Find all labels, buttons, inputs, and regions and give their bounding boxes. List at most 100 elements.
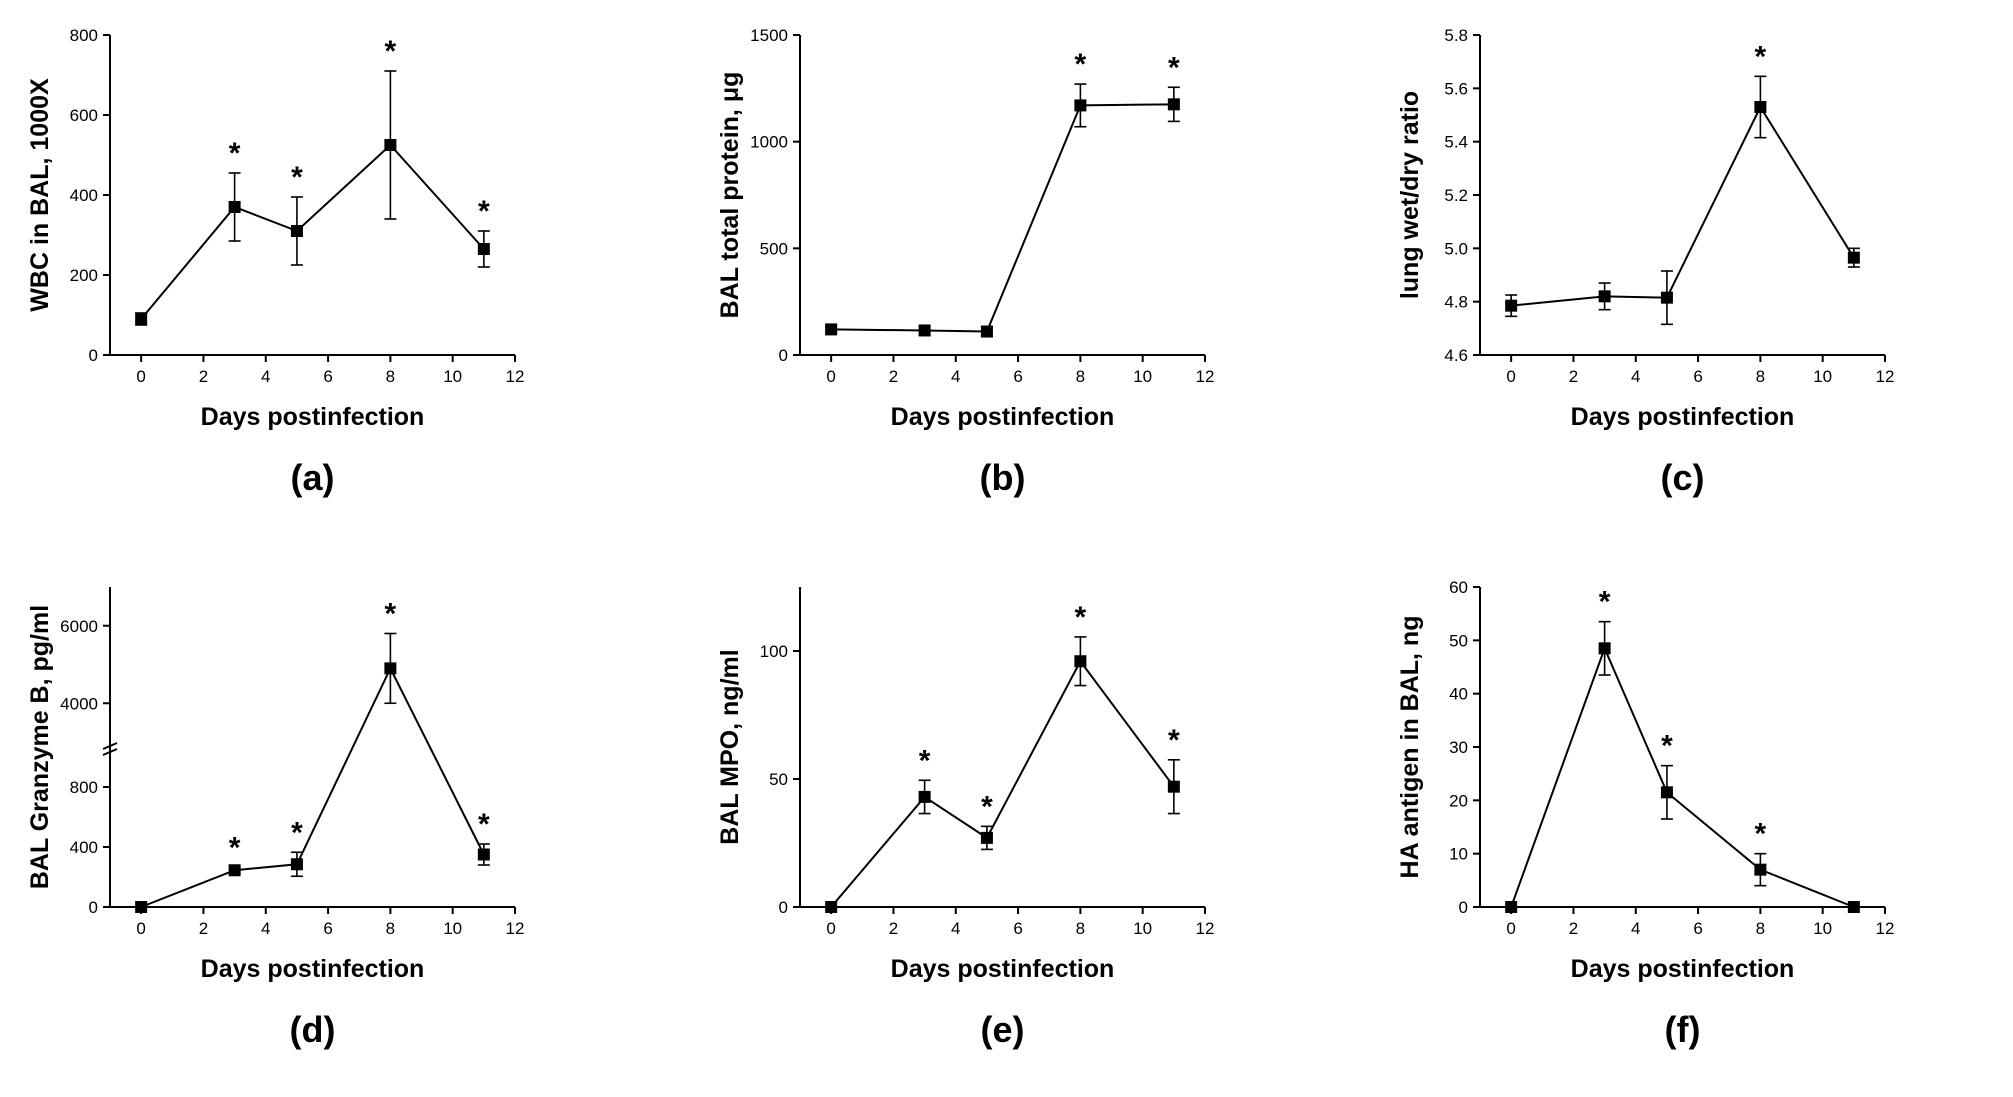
y-tick-label-c: 4.6 (1444, 346, 1468, 365)
significance-marker-e: * (981, 790, 993, 823)
data-point-b (918, 324, 931, 337)
y-tick-label-f: 30 (1449, 738, 1468, 757)
data-point-c (1754, 101, 1767, 113)
y-tick-label-f: 0 (1459, 898, 1468, 917)
data-point-e (980, 831, 993, 844)
chart-panel-f: 0 2 4 6 8 10 12 0 10 20 30 40 50 60 Days postinfection… (1370, 552, 2010, 1097)
chart-panel-c: 0 2 4 6 8 10 12 4.6 4.8 5.0 5.2 5.4 5.6 5.8 Days posti… (1370, 0, 2010, 545)
x-tick-label-a: 12 (506, 367, 525, 386)
y-tick-label-e: 50 (769, 770, 788, 789)
data-point-b (980, 325, 993, 338)
data-point-f (1754, 863, 1767, 876)
data-point-c (1660, 291, 1673, 304)
data-point-c (1505, 299, 1518, 312)
y-axis-label-a: WBC in BAL, 1000X (26, 78, 54, 312)
y-tick-label-e: 100 (760, 642, 788, 661)
x-axis-label-c: Days postinfection (1571, 403, 1795, 431)
x-tick-label-b: 2 (889, 367, 898, 386)
y-tick-label-d: 800 (70, 778, 98, 797)
x-tick-label-e: 2 (889, 919, 898, 938)
x-tick-label-f: 8 (1756, 919, 1765, 938)
significance-marker-b: * (1168, 51, 1180, 84)
y-tick-label-f: 20 (1449, 791, 1468, 810)
series-line-a (140, 143, 485, 320)
x-tick-label-a: 10 (443, 367, 462, 386)
significance-marker-a: * (229, 137, 241, 170)
y-tick-label-d: 4000 (60, 694, 98, 713)
y-tick-label-e: 0 (779, 898, 788, 917)
axis-break-mark-1 (102, 748, 118, 756)
y-tick-label-a: 400 (70, 186, 98, 205)
x-tick-label-e: 4 (951, 919, 960, 938)
y-tick-label-d: 0 (89, 898, 98, 917)
series-line-f (1510, 645, 1855, 908)
y-tick-label-a: 200 (70, 266, 98, 285)
x-tick-label-c: 12 (1876, 367, 1895, 386)
x-tick-label-b: 8 (1076, 367, 1085, 386)
chart-c: 0 2 4 6 8 10 12 4.6 4.8 5.0 5.2 5.4 5.6 5.8 Days posti… (1396, 26, 1895, 498)
x-tick-label-f: 12 (1876, 919, 1895, 938)
significance-marker-f: * (1755, 818, 1767, 851)
x-tick-label-c: 2 (1569, 367, 1578, 386)
data-point-f (1505, 901, 1518, 913)
x-tick-label-d: 10 (443, 919, 462, 938)
significance-marker-d: * (291, 816, 303, 849)
x-tick-label-a: 0 (136, 367, 145, 386)
data-point-b (1074, 99, 1087, 112)
y-tick-label-b: 0 (779, 346, 788, 365)
series-line-b (831, 103, 1174, 333)
y-tick-label-f: 60 (1449, 578, 1468, 597)
data-point-e (1167, 780, 1180, 793)
y-tick-label-c: 5.4 (1444, 133, 1468, 152)
x-axis-label-f: Days postinfection (1571, 955, 1795, 983)
x-tick-label-d: 2 (199, 919, 208, 938)
y-tick-label-b: 1000 (750, 133, 788, 152)
significance-marker-f: * (1599, 586, 1611, 619)
data-point-f (1660, 786, 1673, 799)
x-tick-label-b: 4 (951, 367, 960, 386)
panel-label-f: (f) (1665, 1009, 1701, 1050)
chart-b: 0 2 4 6 8 10 12 0 500 1000 1500 Days postinfection B… (716, 26, 1214, 498)
y-tick-label-f: 40 (1449, 685, 1468, 704)
y-axis-label-b: BAL total protein, μg (716, 72, 744, 319)
data-point-d (477, 848, 490, 861)
x-tick-label-f: 10 (1813, 919, 1832, 938)
x-tick-label-a: 2 (199, 367, 208, 386)
x-tick-label-f: 0 (1506, 919, 1515, 938)
data-point-e (918, 790, 931, 803)
series-line-e (830, 659, 1175, 908)
data-point-a (384, 139, 397, 151)
significance-marker-f: * (1661, 730, 1673, 763)
chart-panel-b: 0 2 4 6 8 10 12 0 500 1000 1500 Days postinfection B… (690, 0, 1330, 545)
x-tick-label-c: 6 (1693, 367, 1702, 386)
data-point-d (290, 858, 303, 871)
chart-e: 0 2 4 6 8 10 12 0 50 100 Days postinfection BAL MPO… (716, 587, 1215, 1050)
data-point-c (1598, 290, 1611, 303)
y-tick-label-a: 800 (70, 26, 98, 45)
significance-marker-d: * (385, 598, 397, 631)
x-tick-label-e: 12 (1196, 919, 1215, 938)
y-tick-label-d: 6000 (60, 617, 98, 636)
series-line-c (1511, 104, 1855, 307)
x-axis-label-d: Days postinfection (201, 955, 425, 983)
chart-panel-d: 0 2 4 6 8 10 12 0 400 800 4000 6000 Days postinfecti… (0, 552, 640, 1097)
y-tick-label-c: 5.6 (1444, 79, 1468, 98)
significance-marker-e: * (919, 744, 931, 777)
y-tick-label-f: 50 (1449, 631, 1468, 650)
panel-label-a: (a) (291, 457, 335, 498)
data-point-a (135, 313, 148, 325)
chart-a: 0 2 4 6 8 10 12 0 200 400 600 800 Days postinfection… (26, 26, 525, 498)
data-point-a (477, 243, 490, 255)
x-tick-label-a: 4 (261, 367, 270, 386)
x-tick-label-b: 10 (1133, 367, 1152, 386)
y-tick-label-c: 5.2 (1444, 186, 1468, 205)
x-tick-label-f: 4 (1631, 919, 1640, 938)
y-axis-label-f: HA antigen in BAL, ng (1396, 616, 1424, 879)
x-tick-label-e: 8 (1076, 919, 1085, 938)
significance-marker-e: * (1075, 601, 1087, 634)
significance-marker-b: * (1075, 48, 1087, 81)
panel-label-e: (e) (981, 1009, 1025, 1050)
y-tick-label-b: 500 (760, 239, 788, 258)
y-tick-label-c: 5.8 (1444, 26, 1468, 45)
x-axis-label-e: Days postinfection (891, 955, 1115, 983)
